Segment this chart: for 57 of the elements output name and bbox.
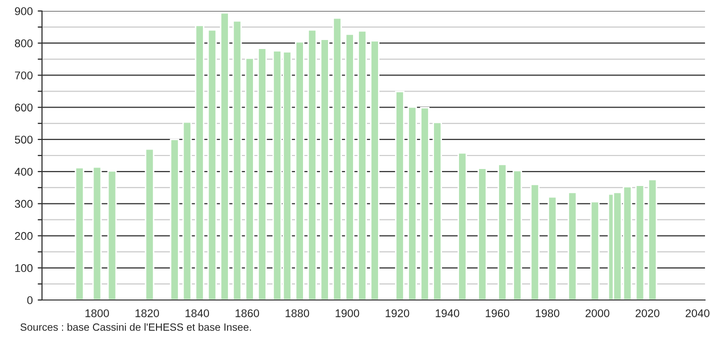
y-tick-label: 600	[15, 104, 33, 112]
bar	[194, 24, 204, 300]
x-tick-label: 1800	[86, 309, 109, 318]
x-tick-label: 2020	[636, 309, 660, 318]
bar	[182, 121, 192, 300]
x-tick-label: 2000	[586, 309, 610, 318]
bar	[458, 152, 468, 300]
y-tick-label: 500	[14, 136, 33, 144]
bar	[548, 196, 558, 300]
bar	[294, 41, 304, 300]
x-tick-label: 1880	[286, 309, 310, 318]
bar	[345, 33, 354, 300]
bar	[358, 30, 367, 300]
y-tick-label: 900	[14, 7, 33, 16]
bar	[420, 106, 430, 300]
bar	[478, 168, 488, 300]
bar	[320, 38, 330, 300]
bar	[232, 20, 242, 300]
bar	[395, 90, 404, 300]
x-tick-label: 1900	[336, 309, 360, 318]
bar	[635, 184, 645, 300]
x-tick-label: 1820	[136, 309, 160, 318]
x-tick-label: 1940	[436, 309, 460, 318]
bar	[590, 201, 600, 300]
bar	[207, 29, 217, 300]
bar	[244, 58, 254, 300]
x-tick-label: 1920	[386, 309, 410, 318]
x-tick-label: 1840	[186, 309, 210, 318]
bar	[568, 192, 578, 300]
y-tick-label: 300	[14, 200, 33, 208]
bar	[408, 106, 417, 300]
y-tick-label: 400	[14, 168, 33, 176]
bar	[74, 167, 84, 300]
bar	[220, 12, 230, 300]
x-tick-label: 1860	[236, 309, 260, 318]
bar	[530, 184, 540, 300]
bar	[370, 40, 380, 300]
bar	[170, 138, 180, 300]
bar	[257, 48, 267, 300]
y-tick-label: 200	[14, 232, 33, 240]
x-tick-label: 1960	[486, 309, 510, 318]
y-tick-label: 0	[27, 296, 33, 304]
bar	[308, 29, 317, 300]
y-tick-label: 700	[15, 71, 33, 80]
source-note: Sources : base Cassini de l'EHESS et base Insee.	[20, 323, 251, 331]
bar	[512, 170, 522, 300]
bar	[92, 166, 102, 300]
y-tick-label: 100	[15, 264, 33, 272]
x-tick-label: 1980	[536, 309, 560, 318]
bar	[432, 122, 442, 300]
bar	[332, 17, 342, 300]
bar	[648, 178, 658, 300]
y-tick-label: 800	[14, 39, 33, 48]
bar	[498, 164, 508, 300]
bar	[107, 170, 117, 300]
bar	[144, 148, 154, 300]
x-tick-label: 2040	[686, 309, 710, 318]
